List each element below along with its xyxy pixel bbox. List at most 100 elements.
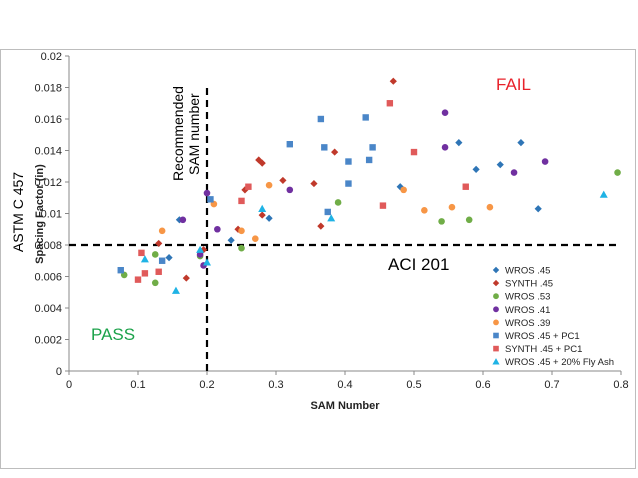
fail-label: FAIL xyxy=(496,75,531,94)
data-point xyxy=(331,148,339,156)
x-tick-label: 0 xyxy=(66,379,72,391)
y-axis-subtitle: Spacing Factor (in) xyxy=(34,164,46,264)
ticks: 0 0.1 0.2 0.3 0.4 0.5 0.6 0.7 0.8 0 0.002 0.004 0.00… xyxy=(34,51,628,391)
legend-label: SYNTH .45 xyxy=(505,279,553,290)
legend-label: WROS .45 + 20% Fly Ash xyxy=(505,357,614,368)
data-point xyxy=(310,179,318,188)
legend-label: WROS .53 xyxy=(505,292,550,303)
series-5 xyxy=(117,114,376,274)
x-tick-label: 0.6 xyxy=(475,379,490,391)
data-point xyxy=(599,190,608,198)
legend-label: SYNTH .45 + PC1 xyxy=(505,344,582,355)
y-tick-label: 0.002 xyxy=(34,335,62,347)
legend: WROS .45 SYNTH .45 WROS .53 WROS .41 WROS .3… xyxy=(492,266,614,368)
data-point xyxy=(155,268,162,275)
legend-label: WROS .45 xyxy=(505,266,550,277)
data-point xyxy=(286,141,293,148)
data-point xyxy=(165,254,173,262)
y-tick-label: 0.014 xyxy=(34,146,62,158)
legend-marker xyxy=(493,345,499,352)
data-point xyxy=(400,186,407,194)
data-point xyxy=(534,205,542,213)
legend-marker xyxy=(492,279,500,287)
data-point xyxy=(265,181,273,189)
x-tick-label: 0.7 xyxy=(544,379,559,391)
y-axis-title-sub: Spacing Factor (in) xyxy=(34,164,46,264)
data-point xyxy=(321,144,328,151)
x-tick-label: 0.3 xyxy=(268,379,283,391)
x-tick-label: 0.8 xyxy=(613,379,628,391)
data-point xyxy=(203,258,211,266)
data-point xyxy=(386,100,394,107)
data-point xyxy=(365,156,373,164)
data-point xyxy=(438,218,445,225)
data-point xyxy=(517,139,525,147)
data-point xyxy=(134,276,142,283)
data-point xyxy=(345,180,352,187)
legend-marker xyxy=(493,319,499,326)
recommended-line2: SAM number xyxy=(186,93,202,175)
data-point xyxy=(258,159,266,167)
y-axis-title: ASTM C 457 xyxy=(10,172,26,252)
x-tick-label: 0.4 xyxy=(337,379,352,391)
data-point xyxy=(455,139,463,147)
y-axis-title-main: ASTM C 457 xyxy=(10,172,26,252)
legend-marker xyxy=(493,306,499,313)
data-point xyxy=(151,279,159,287)
data-point xyxy=(614,169,621,176)
data-point xyxy=(179,216,187,224)
data-points xyxy=(117,77,621,294)
data-point xyxy=(441,109,449,116)
y-tick-label: 0.008 xyxy=(34,240,62,252)
data-point xyxy=(252,235,259,242)
data-point xyxy=(421,207,428,214)
y-tick-label: 0 xyxy=(56,366,62,378)
data-point xyxy=(151,251,159,258)
data-point xyxy=(462,183,469,190)
data-point xyxy=(327,214,336,222)
pass-label: PASS xyxy=(91,325,135,344)
data-point xyxy=(207,196,214,203)
data-point xyxy=(448,203,456,211)
legend-marker xyxy=(493,293,499,300)
data-point xyxy=(258,211,266,219)
y-tick-label: 0.012 xyxy=(34,177,62,189)
legend-label: WROS .41 xyxy=(505,305,550,316)
data-point xyxy=(317,115,325,123)
data-point xyxy=(324,208,331,216)
series-7 xyxy=(140,190,608,294)
legend-marker xyxy=(493,332,499,339)
threshold-lines xyxy=(69,88,621,371)
data-point xyxy=(389,77,397,85)
legend-marker xyxy=(492,266,500,274)
data-point xyxy=(245,183,252,190)
data-point xyxy=(510,169,518,176)
aci-label: ACI 201 xyxy=(388,255,449,274)
series-0 xyxy=(165,139,542,262)
data-point xyxy=(238,197,245,205)
data-point xyxy=(496,161,504,169)
data-point xyxy=(345,158,352,165)
data-point xyxy=(441,144,449,151)
data-point xyxy=(141,270,149,277)
data-point xyxy=(196,245,205,253)
data-point xyxy=(265,214,273,222)
data-point xyxy=(486,203,494,211)
y-tick-label: 0.01 xyxy=(41,209,62,221)
data-point xyxy=(410,148,418,156)
x-axis-title: SAM Number xyxy=(310,400,380,412)
recommended-label: Recommended SAM number xyxy=(170,86,202,181)
data-point xyxy=(158,227,166,235)
series-6 xyxy=(134,100,469,283)
data-point xyxy=(140,255,149,263)
data-point xyxy=(369,144,376,151)
data-point xyxy=(465,216,473,224)
data-point xyxy=(541,158,549,165)
data-point xyxy=(227,236,235,244)
data-point xyxy=(155,239,163,248)
data-point xyxy=(472,165,480,173)
data-point xyxy=(258,204,267,212)
data-point xyxy=(203,189,211,197)
data-point xyxy=(171,286,180,294)
